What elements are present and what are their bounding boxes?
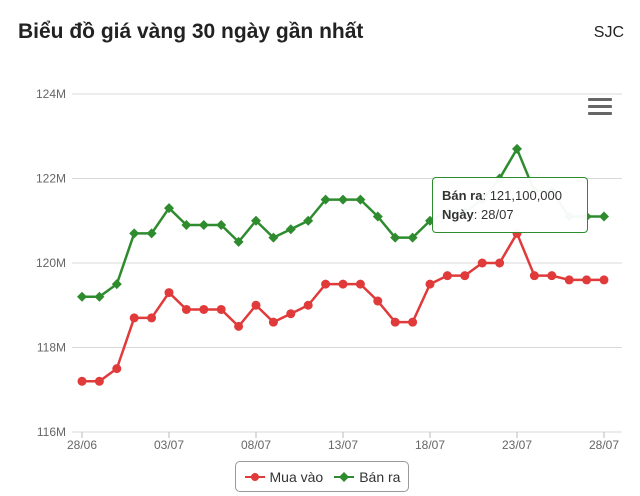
chart-menu-icon[interactable] (588, 98, 612, 118)
data-point-sell[interactable] (251, 215, 261, 226)
legend: Mua vào Bán ra (235, 461, 409, 492)
data-point-sell[interactable] (599, 211, 609, 222)
chart-title: Biểu đồ giá vàng 30 ngày gần nhất (18, 20, 364, 43)
tooltip-date-label: Ngày (442, 207, 474, 222)
data-point-sell[interactable] (216, 219, 227, 230)
y-tick-label: 122M (36, 172, 66, 186)
data-point-buy[interactable] (460, 271, 470, 281)
x-tick-label: 23/07 (502, 438, 532, 452)
legend-item-sell[interactable]: Bán ra (333, 469, 400, 485)
tooltip-date: 28/07 (481, 207, 514, 222)
y-axis-ticks: 116M 118M 120M 122M 124M (36, 87, 66, 439)
data-point-sell[interactable] (164, 203, 174, 214)
data-point-buy[interactable] (442, 271, 452, 281)
y-tick-label: 124M (36, 87, 66, 101)
data-point-buy[interactable] (564, 275, 574, 285)
data-point-sell[interactable] (285, 224, 296, 235)
data-point-sell[interactable] (77, 291, 87, 302)
x-tick-label: 18/07 (415, 438, 445, 452)
grid-lines (72, 93, 622, 433)
x-tick-label: 13/07 (328, 438, 358, 452)
brand-label: SJC (593, 24, 624, 41)
data-point-sell[interactable] (355, 194, 366, 205)
y-tick-label: 118M (37, 341, 66, 355)
legend-buy-label: Mua vào (269, 468, 324, 485)
legend-item-buy[interactable]: Mua vào (244, 468, 324, 485)
data-point-sell[interactable] (146, 228, 157, 239)
tooltip: Bán ra: 121,100,000 Ngày: 28/07 (432, 177, 588, 233)
data-point-buy[interactable] (164, 288, 174, 298)
data-point-buy[interactable] (408, 317, 418, 327)
y-tick-label: 120M (36, 256, 66, 270)
data-point-buy[interactable] (373, 296, 383, 306)
x-tick-label: 08/07 (241, 438, 271, 452)
data-point-buy[interactable] (355, 279, 365, 289)
tooltip-series-label: Bán ra (442, 188, 483, 203)
data-point-sell[interactable] (268, 232, 279, 243)
data-point-buy[interactable] (529, 271, 539, 281)
tooltip-series-row: Bán ra: 121,100,000 (442, 188, 562, 203)
data-point-sell[interactable] (320, 194, 331, 205)
data-point-buy[interactable] (338, 279, 348, 289)
data-point-sell[interactable] (303, 215, 314, 226)
data-point-buy[interactable] (94, 376, 104, 386)
data-point-buy[interactable] (321, 279, 331, 289)
legend-buy-marker-icon (244, 472, 265, 481)
data-point-sell[interactable] (338, 194, 348, 205)
data-point-buy[interactable] (199, 304, 209, 314)
tooltip-date-row: Ngày: 28/07 (442, 207, 514, 222)
data-point-buy[interactable] (425, 279, 435, 289)
tooltip-value: 121,100,000 (489, 188, 562, 203)
x-tick-label: 28/07 (589, 438, 619, 452)
data-point-sell[interactable] (390, 232, 401, 243)
data-point-buy[interactable] (582, 275, 592, 285)
data-point-sell[interactable] (512, 143, 522, 154)
data-point-buy[interactable] (147, 313, 157, 323)
x-tick-label: 03/07 (154, 438, 184, 452)
data-point-buy[interactable] (599, 275, 609, 285)
data-point-buy[interactable] (303, 300, 313, 310)
legend-sell-label: Bán ra (359, 468, 401, 485)
data-point-buy[interactable] (234, 321, 244, 331)
legend-sell-marker-icon (334, 471, 355, 482)
data-point-sell[interactable] (198, 219, 209, 230)
data-point-buy[interactable] (181, 304, 191, 314)
data-point-buy[interactable] (77, 376, 87, 386)
data-point-sell[interactable] (233, 236, 244, 247)
data-point-sell[interactable] (129, 228, 140, 239)
series-line-buy (82, 232, 604, 383)
data-point-buy[interactable] (390, 317, 400, 327)
data-point-buy[interactable] (268, 317, 278, 327)
data-point-sell[interactable] (94, 291, 105, 302)
data-point-sell[interactable] (372, 211, 383, 222)
data-point-buy[interactable] (477, 258, 487, 268)
data-point-sell[interactable] (111, 279, 122, 290)
data-point-sell[interactable] (181, 219, 192, 230)
data-point-buy[interactable] (112, 364, 122, 374)
data-point-sell[interactable] (407, 232, 418, 243)
data-point-buy[interactable] (286, 309, 296, 319)
data-point-buy[interactable] (495, 258, 505, 268)
data-point-buy[interactable] (251, 300, 261, 310)
data-point-buy[interactable] (129, 313, 139, 323)
y-tick-label: 116M (37, 425, 66, 439)
data-point-buy[interactable] (547, 271, 557, 281)
data-point-buy[interactable] (216, 304, 226, 314)
x-axis-ticks: 28/06 03/07 08/07 13/07 18/07 23/07 28/07 (67, 432, 619, 452)
x-tick-label: 28/06 (67, 438, 97, 452)
